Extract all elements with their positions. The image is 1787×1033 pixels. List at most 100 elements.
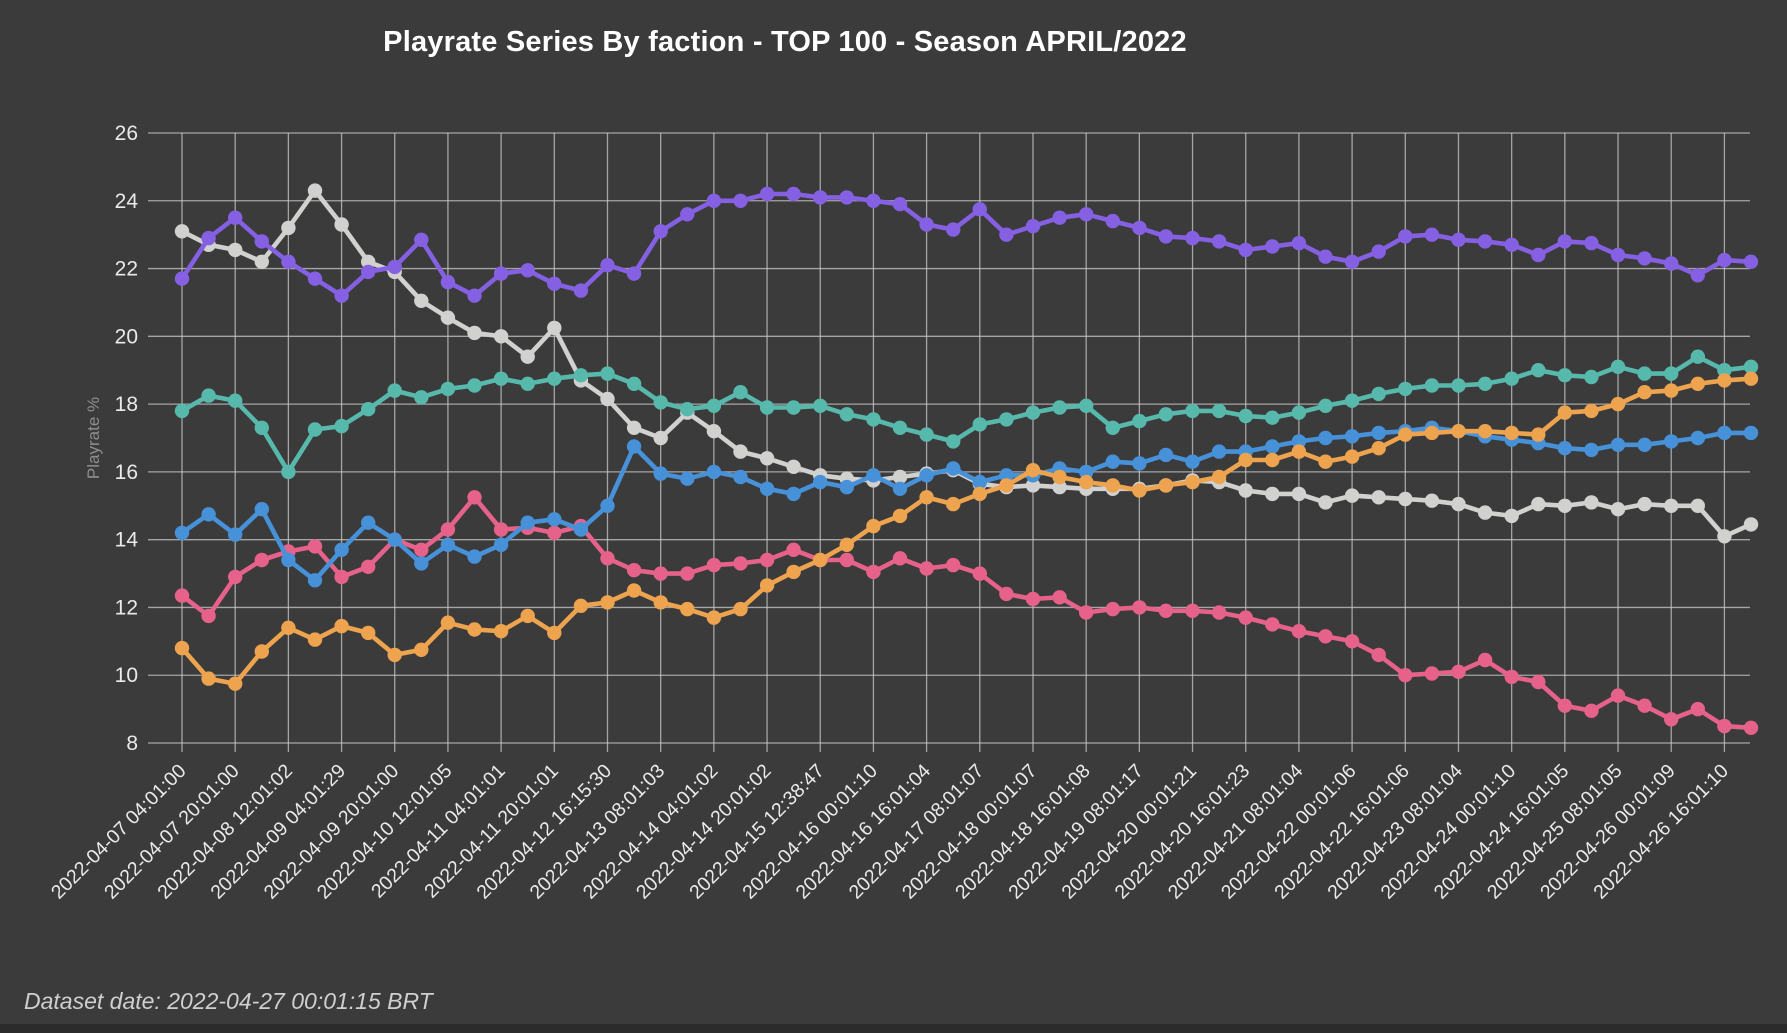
series-orange-point [1690,376,1706,391]
series-gray-point [467,325,482,341]
series-teal-point [1291,405,1307,420]
window-bottom-edge [0,1024,1787,1033]
series-purple-point [1504,237,1519,252]
series-gray-point [653,430,668,446]
series-pink-point [680,566,695,581]
series-pink-point [334,569,349,585]
series-blue-point [1185,454,1200,469]
series-purple-point [547,276,562,291]
series-purple-point [1743,254,1759,269]
series-purple-point [414,232,429,247]
y-tick-label: 10 [115,664,138,687]
series-orange-point [1132,483,1147,498]
series-orange-point [1344,449,1360,464]
series-purple-point [1211,234,1227,249]
series-orange-point [1504,425,1519,441]
series-teal-point [1584,369,1599,385]
series-purple-point [786,186,801,202]
series-pink-point [228,569,243,585]
series-pink-point [1717,718,1732,734]
series-purple-point [520,263,535,278]
series-blue-point [839,479,854,495]
series-purple-point [1158,229,1174,244]
series-gray-point [547,320,562,336]
series-teal-point [1557,368,1573,383]
series-orange-point [919,490,934,505]
series-orange-point [1371,441,1386,456]
series-teal-point [493,371,509,386]
series-orange-point [600,595,615,610]
series-blue-point [1557,441,1573,456]
series-pink-point [1371,647,1386,663]
series-gray-point [334,217,349,232]
series-teal-point [228,393,243,408]
series-blue-point [680,471,695,486]
series-pink-point [1318,629,1333,644]
series-teal-point [866,412,881,427]
series-teal-point [1052,400,1067,415]
series-orange-point [201,671,216,686]
series-blue-point [414,556,429,571]
series-blue-point [600,498,615,513]
series-gray-point [733,444,748,459]
series-purple-point [228,210,243,225]
series-gray-point [1025,478,1041,493]
series-teal-point [307,422,323,437]
series-blue-point [1637,437,1652,452]
series-blue-point [493,537,509,552]
series-teal-point [334,418,349,434]
series-purple-point [600,258,615,273]
series-orange-point [1238,452,1253,468]
series-teal-point [680,402,695,417]
series-teal-point [1664,366,1679,381]
series-pink-point [786,542,801,557]
series-pink-point [174,588,190,603]
series-teal-point [1424,378,1440,393]
series-teal-point [1398,381,1413,397]
series-orange-point [1451,424,1466,439]
series-pink-point [1158,603,1174,618]
series-pink-point [972,566,987,581]
series-pink-point [892,551,908,566]
series-gray-point [1717,529,1732,544]
y-tick-label: 8 [126,732,138,755]
series-blue-point [1318,430,1333,446]
series-blue-point [1158,447,1174,463]
y-tick-label: 18 [115,393,138,416]
series-orange-point [1025,463,1041,478]
series-gray-point [1318,495,1333,510]
series-purple-point [946,222,961,237]
series-teal-point [1531,363,1546,378]
series-orange-point [1637,385,1652,400]
series-teal-point [946,434,961,449]
series-blue-point [573,522,589,537]
series-pink-point [1584,703,1599,718]
series-orange-point [1265,452,1280,468]
series-pink-point [1637,698,1652,713]
series-blue-point [1132,456,1147,471]
series-blue-point [1105,454,1121,469]
series-pink-point [414,542,429,557]
series-pink-point [1664,712,1679,727]
series-gray-point [1265,486,1280,502]
series-pink-point [1025,591,1041,607]
series-gray-point [759,451,775,466]
series-pink-point [307,539,323,554]
series-teal-point [626,376,642,391]
series-blue-point [919,468,934,483]
series-pink-point [493,522,509,537]
series-pink-point [1211,605,1227,620]
series-teal-point [1344,393,1360,408]
series-teal-point [387,383,402,398]
series-purple-point [334,288,349,303]
series-orange-point [1743,371,1759,386]
series-pink-point [759,552,775,568]
series-orange-point [334,618,349,634]
series-blue-point [1717,425,1732,441]
series-gray-point [1664,498,1679,513]
series-orange-point [307,632,323,647]
series-orange-point [1664,383,1679,398]
series-pink-point [1105,601,1121,617]
series-pink-point [1344,634,1360,649]
series-blue-point [520,515,535,530]
